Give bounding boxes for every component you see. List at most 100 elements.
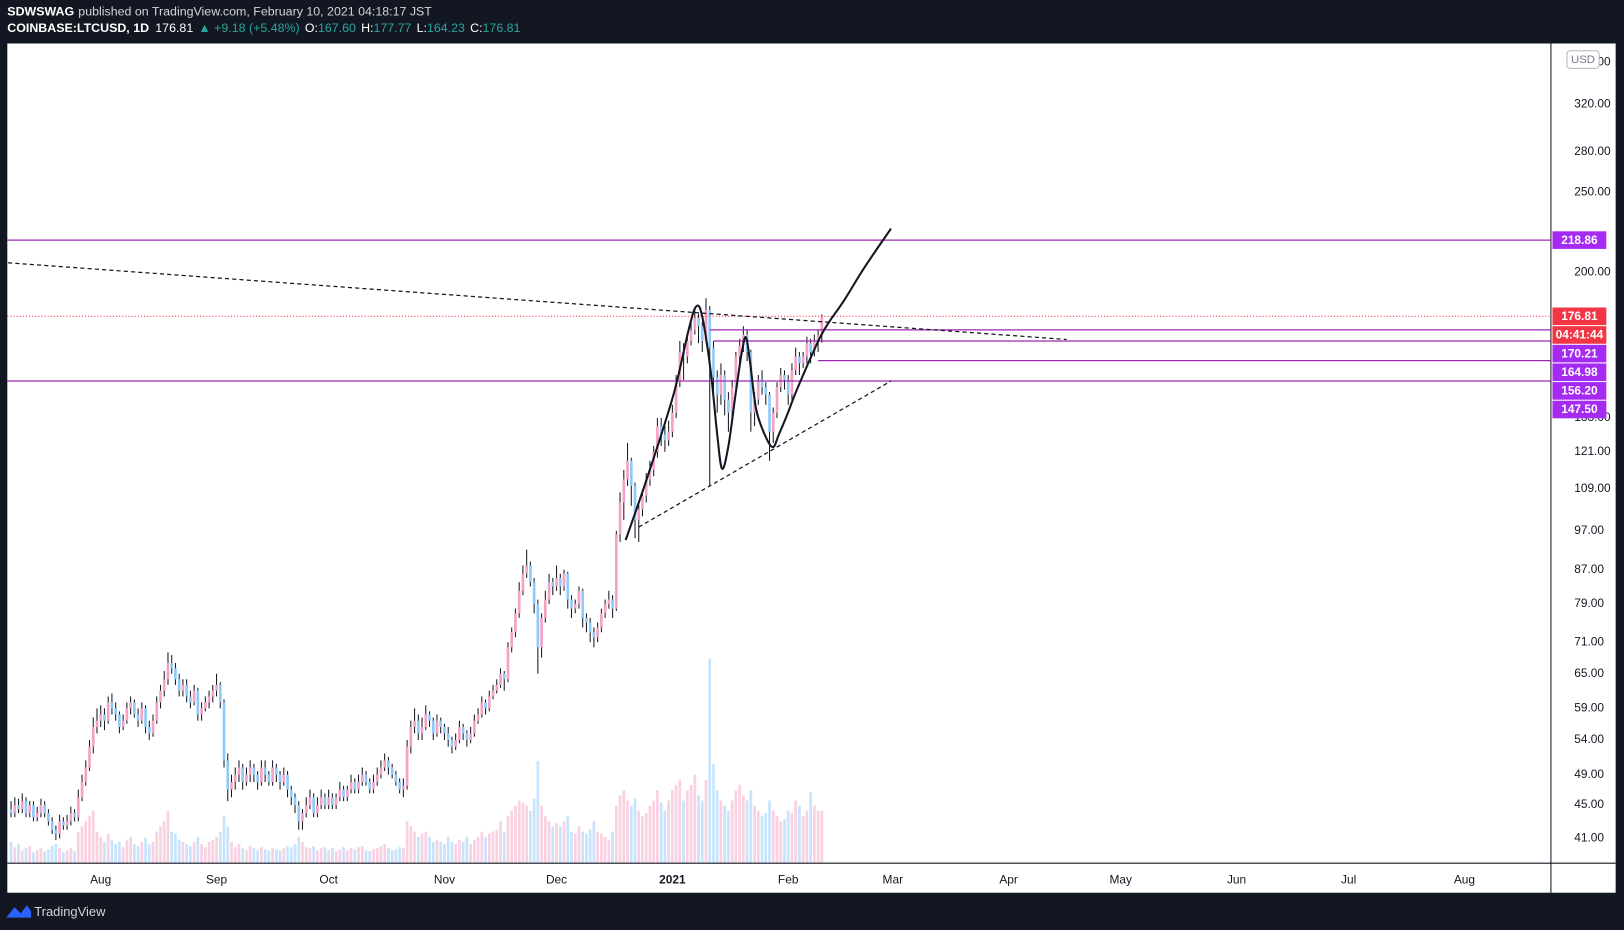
candle-body xyxy=(562,573,566,587)
y-tick-label: 45.00 xyxy=(1574,797,1604,811)
candle-body xyxy=(372,782,375,790)
volume-bar xyxy=(543,816,547,863)
candle-body xyxy=(73,813,76,818)
candle-body xyxy=(342,789,345,798)
volume-bar xyxy=(428,836,431,863)
publish-line: SDWSWAG published on TradingView.com, Feb… xyxy=(7,5,432,19)
candle-body xyxy=(267,774,271,783)
candle-body xyxy=(174,668,177,680)
volume-bar xyxy=(446,836,450,863)
volume-bar xyxy=(689,785,693,863)
candle-body xyxy=(689,330,693,342)
volume-bar xyxy=(641,816,644,863)
candle-body xyxy=(390,767,394,775)
volume-bar xyxy=(256,850,259,863)
candle-body xyxy=(308,797,312,806)
candle-body xyxy=(271,767,274,783)
x-tick-label: Apr xyxy=(999,872,1018,886)
volume-bar xyxy=(166,810,170,863)
candle-body xyxy=(420,726,424,734)
volume-bar xyxy=(700,800,704,863)
level-label-box xyxy=(1552,382,1607,400)
last-price-label-box xyxy=(1552,307,1607,326)
candle-body xyxy=(667,431,670,441)
volume-bar xyxy=(140,841,144,863)
candle-body xyxy=(723,375,727,400)
volume-bar xyxy=(622,790,626,863)
candle-body xyxy=(730,387,734,413)
volume-bar xyxy=(174,833,177,863)
volume-bar xyxy=(106,833,110,863)
publish-info: published on TradingView.com, February 1… xyxy=(78,5,432,19)
candle-body xyxy=(813,341,816,352)
ohlc-value: 176.81 xyxy=(483,21,521,35)
volume-bar xyxy=(476,836,480,863)
x-tick-label: Mar xyxy=(883,872,904,886)
volume-bar xyxy=(816,810,820,863)
candle-body xyxy=(226,760,230,790)
volume-bar xyxy=(558,826,562,863)
candle-body xyxy=(659,426,663,435)
candle-body xyxy=(543,599,547,618)
volume-bar xyxy=(607,839,611,863)
candle-body xyxy=(801,356,805,364)
level-label-box xyxy=(1552,363,1607,382)
candle-body xyxy=(17,805,20,810)
candle-body xyxy=(637,509,641,520)
volume-bar xyxy=(327,850,330,863)
volume-bar xyxy=(473,839,476,863)
volume-bar xyxy=(745,800,749,863)
candle-body xyxy=(62,821,65,826)
y-tick-label: 121.00 xyxy=(1574,444,1611,458)
volume-bar xyxy=(159,826,162,863)
volume-bar xyxy=(629,805,633,863)
volume-bar xyxy=(342,847,345,863)
volume-bar xyxy=(390,850,394,863)
candle-body xyxy=(196,690,200,715)
x-tick-label: Aug xyxy=(90,872,111,886)
candle-body xyxy=(162,679,166,691)
volume-bar xyxy=(491,831,495,863)
candle-body xyxy=(648,469,652,480)
candle-body xyxy=(715,377,719,395)
y-tick-label: 97.00 xyxy=(1574,523,1604,537)
candle-body xyxy=(458,726,461,740)
volume-bar xyxy=(69,848,73,863)
ohlc-value: 167.60 xyxy=(318,21,356,35)
volume-bar xyxy=(76,831,80,863)
volume-bar xyxy=(618,795,622,863)
volume-bar xyxy=(585,833,588,863)
candle-body xyxy=(140,708,144,721)
volume-bar xyxy=(65,850,69,863)
candle-body xyxy=(671,412,674,432)
candle-body xyxy=(95,720,99,727)
volume-bar xyxy=(409,826,413,863)
volume-bar xyxy=(282,848,286,863)
y-tick-label: 41.00 xyxy=(1574,830,1604,844)
level-label: 170.21 xyxy=(1561,346,1598,360)
volume-bar xyxy=(222,816,226,863)
volume-bar xyxy=(133,844,136,863)
candle-body xyxy=(487,696,491,709)
volume-bar xyxy=(200,844,203,863)
volume-bar xyxy=(600,833,603,863)
volume-bar xyxy=(454,844,458,863)
volume-bar xyxy=(304,847,308,863)
volume-bar xyxy=(331,848,334,863)
candle-body xyxy=(585,617,588,623)
volume-bar xyxy=(805,810,809,863)
volume-bar xyxy=(80,826,84,863)
volume-bar xyxy=(43,851,47,863)
candle-body xyxy=(278,774,282,783)
volume-bar xyxy=(162,821,166,863)
candle-body xyxy=(398,782,401,790)
candle-body xyxy=(495,684,499,691)
axes: 360.00320.00280.00250.00200.00133.00121.… xyxy=(90,54,1611,886)
candle-body xyxy=(129,702,132,709)
volume-bar xyxy=(84,821,88,863)
candle-body xyxy=(532,582,536,605)
volume-bar xyxy=(402,848,405,863)
countdown-label-box xyxy=(1552,326,1607,344)
volume-bar xyxy=(730,800,734,863)
